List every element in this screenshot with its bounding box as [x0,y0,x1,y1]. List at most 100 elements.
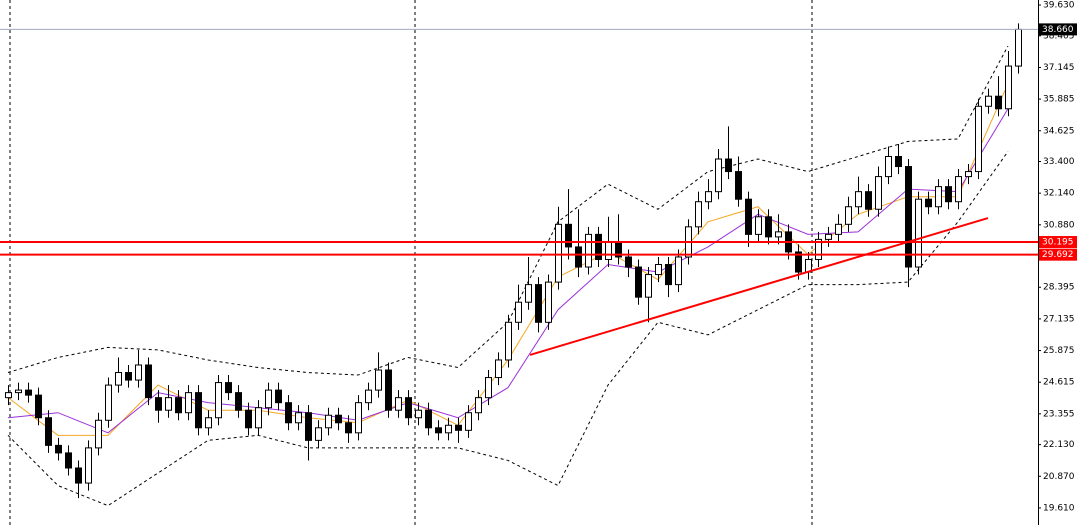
candle-body [175,397,182,414]
candle-body [795,251,802,273]
candle-body [575,246,582,268]
candle-body [405,397,412,419]
indicator-line [7,151,1009,507]
y-tick-label: 27.135 [1043,314,1075,324]
candle-body [885,155,892,178]
candle-body [515,301,522,323]
candle-body [395,397,402,411]
level-label: 30.195 [1042,238,1074,248]
candle-body [85,447,92,484]
candle-body [195,392,202,429]
candle-body [935,186,942,208]
candle-body [925,198,932,208]
candle-body [745,198,752,235]
candle-body [415,409,422,419]
y-tick-label: 38.405 [1043,31,1075,41]
candle-body [355,402,362,434]
candle-body [45,417,52,446]
candle-body [675,256,682,286]
y-tick-label: 39.630 [1043,1,1075,11]
candle-body [365,389,372,404]
candle-body [555,223,562,283]
candle-body [275,389,282,404]
candle-body [625,256,632,268]
y-tick-label: 35.885 [1043,95,1075,105]
candle-body [725,158,732,173]
candle-body [505,321,512,361]
level-label: 29.692 [1042,250,1074,260]
candle-body [1015,28,1022,67]
candle-body [165,397,172,411]
candle-body [995,95,1002,110]
candle-body [265,389,272,409]
candle-body [585,233,592,268]
candle-body [255,407,262,429]
y-tick-label: 19.610 [1043,503,1075,513]
candle-body [435,427,442,434]
candle-body [185,392,192,414]
candle-body [695,201,702,228]
candle-body [35,394,42,419]
candle-body [735,171,742,200]
candle-body [865,191,872,210]
candle-body [655,264,662,276]
candle-body [565,223,572,248]
trendline [529,217,989,356]
candle-body [5,392,12,399]
candle-body [205,417,212,429]
candle-body [825,233,832,240]
candle-body [595,233,602,260]
candle-body [705,191,712,203]
candle-body [65,452,72,469]
indicator-line [7,45,1009,376]
candle-body [465,412,472,431]
candle-body [895,155,902,168]
candle-body [225,382,232,394]
candle-body [905,166,912,268]
y-tick-label: 37.145 [1043,63,1075,73]
level-box [1039,236,1077,249]
candle-body [915,198,922,268]
candle-body [335,414,342,424]
candle-body [315,427,322,441]
candle-body [945,186,952,203]
y-tick-label: 24.615 [1043,378,1075,388]
candle-body [665,264,672,286]
candle-body [25,389,32,396]
candle-body [325,414,332,429]
candle-body [295,412,302,424]
candle-body [815,238,822,260]
candle-body [425,409,432,429]
candle-body [155,397,162,411]
y-tick-label: 23.355 [1043,409,1075,419]
candle-body [965,171,972,178]
y-tick-label: 25.875 [1043,346,1075,356]
candle-body [55,444,62,454]
y-tick-label: 33.400 [1043,157,1075,167]
candle-body [765,216,772,238]
candle-body [955,176,962,203]
candle-body [545,281,552,323]
candle-body [875,176,882,210]
candle-body [475,397,482,414]
candle-body [75,467,82,484]
candle-body [715,158,722,193]
candle-body [845,206,852,225]
y-tick-label: 22.130 [1043,440,1075,450]
candle-body [245,409,252,429]
candle-body [215,382,222,419]
candle-body [605,241,612,260]
candle-body [975,105,982,173]
y-tick-label: 32.140 [1043,189,1075,199]
candle-body [385,369,392,411]
candle-body [455,424,462,431]
candle-body [1005,65,1012,110]
candle-body [105,384,112,421]
y-tick-label: 30.880 [1043,220,1075,230]
candle-body [115,372,122,386]
candle-body [345,422,352,434]
candle-body [95,419,102,449]
candle-body [135,364,142,381]
